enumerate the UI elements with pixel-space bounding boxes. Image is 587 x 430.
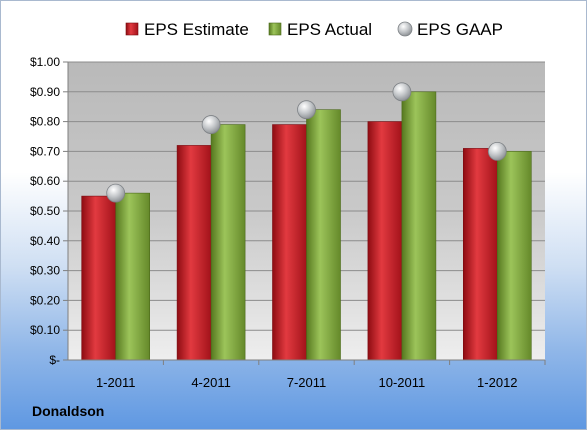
bar-eps-estimate: [176, 145, 212, 361]
legend-label: EPS Actual: [287, 20, 372, 39]
y-tick-label: $0.80: [30, 115, 60, 129]
x-tick-label: 4-2011: [191, 375, 231, 390]
y-axis: $- $0.10 $0.20 $0.30 $0.40 $0.50 $0.60 $0.70 $0.…: [30, 55, 69, 367]
x-tick-label: 7-2011: [287, 375, 327, 390]
bar-eps-estimate: [367, 121, 403, 361]
bar-eps-estimate: [462, 148, 498, 361]
marker-eps-gaap: [201, 115, 221, 134]
bar-eps-actual: [496, 151, 532, 361]
legend-swatch-gaap: [397, 21, 413, 37]
chart-legend: EPS Estimate EPS Actual EPS GAAP: [125, 20, 503, 39]
legend-label: EPS GAAP: [417, 20, 503, 39]
x-tick-label: 1-2012: [477, 375, 517, 390]
legend-swatch-actual: [268, 22, 282, 36]
y-tick-label: $0.50: [30, 204, 60, 218]
y-tick-label: $0.10: [30, 323, 60, 337]
gaap-markers: [106, 82, 507, 203]
x-tick-label: 1-2011: [96, 375, 136, 390]
marker-eps-gaap: [297, 100, 316, 120]
marker-eps-gaap: [106, 183, 126, 203]
bar-eps-actual: [306, 109, 341, 361]
legend-label: EPS Estimate: [144, 20, 249, 39]
bar-eps-estimate: [272, 124, 307, 361]
bar-eps-estimate: [81, 195, 116, 361]
y-tick-label: $0.30: [30, 264, 60, 278]
y-tick-label: $0.20: [30, 293, 60, 307]
bar-eps-actual: [115, 192, 150, 361]
marker-eps-gaap: [392, 82, 412, 102]
bar-eps-actual: [210, 124, 246, 361]
y-tick-label: $0.60: [30, 174, 60, 188]
y-tick-label: $0.70: [30, 144, 60, 158]
y-tick-label: $0.90: [30, 85, 60, 99]
y-tick-label: $1.00: [30, 55, 60, 69]
y-tick-label: $-: [49, 353, 60, 367]
x-axis: 1-2011 4-2011 7-2011 10-2011 1-2012: [68, 359, 546, 390]
y-tick-label: $0.40: [30, 234, 60, 248]
marker-eps-gaap: [487, 141, 507, 161]
x-tick-label: 10-2011: [379, 375, 426, 390]
legend-swatch-estimate: [125, 22, 139, 36]
company-name: Donaldson: [32, 403, 105, 419]
bars: [81, 91, 532, 361]
bar-eps-actual: [401, 91, 437, 361]
